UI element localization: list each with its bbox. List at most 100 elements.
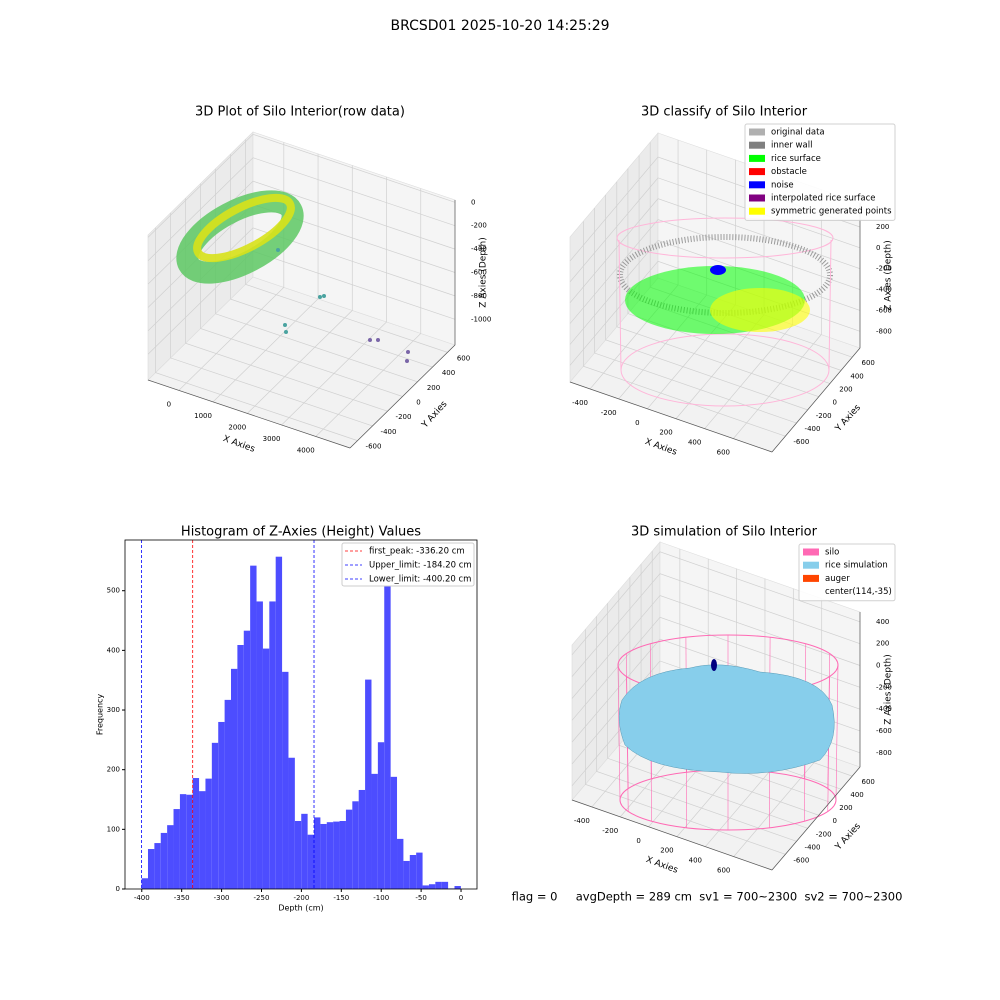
bar [275,556,283,889]
x-tick-label: -400 [134,894,150,902]
bar [314,817,321,889]
bar [288,757,295,889]
x-axis-label: X Axies [644,855,679,876]
legend-swatch [803,574,819,582]
y-tick-label: 400 [107,646,120,654]
bar [326,822,334,889]
y-tick-label: 0 [116,885,120,893]
bar [352,801,359,889]
grid-line [212,153,319,403]
x-tick-label: 400 [689,857,702,865]
noise-blob [710,265,726,275]
grid-line [571,573,861,677]
y-tick-label: 600 [862,359,875,367]
legend-box [744,123,896,221]
z-tick-label: -200 [471,222,487,230]
y-axis-label: Y Axies [833,821,863,853]
outlier-dot [368,338,372,342]
x-tick-label: -400 [574,817,590,825]
legend-swatch [803,561,819,569]
bar [154,843,161,889]
legend-label: silo [825,548,839,558]
bar [167,825,174,889]
x-tick-label: 600 [717,449,730,457]
x-tick-label: -300 [214,894,230,902]
y-tick-label: 200 [839,386,852,394]
bar [199,791,206,889]
z-tick-label: -600 [876,727,892,735]
x-tick-label: 0 [636,837,640,845]
axis-line [571,799,773,871]
grid-line [618,590,819,816]
sym-cloud [710,288,810,332]
bar [435,881,442,889]
y-tick-label: 500 [107,587,120,595]
y-tick-label: 0 [833,817,837,825]
bar [345,809,353,889]
y-tick-label: -600 [793,438,809,446]
plot-content [176,190,410,363]
chart-title: 3D simulation of Silo Interior [631,525,818,540]
cyl-top [616,217,834,259]
grid-line [571,551,861,656]
plot-content [616,217,834,407]
legend-label: Lower_limit: -400.20 cm [369,575,471,585]
z-tick-label: 0 [876,244,880,252]
legend-label: rice simulation [825,561,888,571]
legend-label: first_peak: -336.20 cm [369,547,465,557]
legend-label: rice surface [771,154,821,164]
plot-content [617,634,839,831]
z-tick-label: -800 [876,749,892,757]
z-axis-label: Z Axies (Depth) [884,654,894,725]
x-tick-label: -150 [333,894,349,902]
grid-line [155,227,358,441]
suptitle: BRCSD01 2025-10-20 14:25:29 [390,18,609,34]
legend-label: interpolated rice surface [771,194,876,204]
z-tick-label: -800 [471,292,487,300]
x-tick-label: -400 [572,399,588,407]
legend-swatch [749,154,765,162]
y-tick-label: -600 [793,856,809,864]
bar [416,852,423,889]
bar [262,648,270,889]
outlier-dot [276,248,280,252]
grid-line [147,133,456,238]
rice-surface [618,664,835,774]
cyl-side [828,239,832,371]
z-axis-label: Z Axies (Depth) [884,240,894,311]
y-tick-label: 100 [107,825,120,833]
bar [441,881,449,889]
y-axis-label: Y Axies [420,399,450,431]
y-tick-label: -400 [381,428,397,436]
bar [339,820,346,889]
bar [173,809,180,889]
grid-line [596,616,797,842]
x-axis-label: X Axies [221,434,256,455]
x-tick-label: 600 [717,867,730,875]
x-tick-label: -200 [293,894,309,902]
cyl-side [618,239,622,371]
outlier-dot [322,294,326,298]
legend-label: symmetric generated points [771,207,892,217]
bar [365,679,372,889]
bar [371,773,378,889]
grid-line [605,194,808,411]
bar [390,776,398,889]
z-tick-label: -400 [876,705,892,713]
z-axis-label: Z Axies (Depth) [479,237,489,308]
bar [422,885,429,889]
outlier-dot [283,323,287,327]
z-tick-label: 0 [471,198,475,206]
footer: flag = 0 avgDepth = 289 cm sv1 = 700~230… [512,890,903,904]
bar [243,630,251,889]
x-axis-label: Depth (cm) [278,904,323,913]
chart-title: 3D Plot of Silo Interior(row data) [195,105,405,120]
bar [218,721,225,889]
legend-label: obstacle [771,167,807,177]
legend-swatch [803,548,819,556]
chart-title: 3D classify of Silo Interior [641,105,808,120]
legend-label: inner wall [771,141,812,151]
x-axis-label: X Axies [643,437,678,458]
y-tick-label: 600 [457,354,470,362]
bar [377,742,385,889]
